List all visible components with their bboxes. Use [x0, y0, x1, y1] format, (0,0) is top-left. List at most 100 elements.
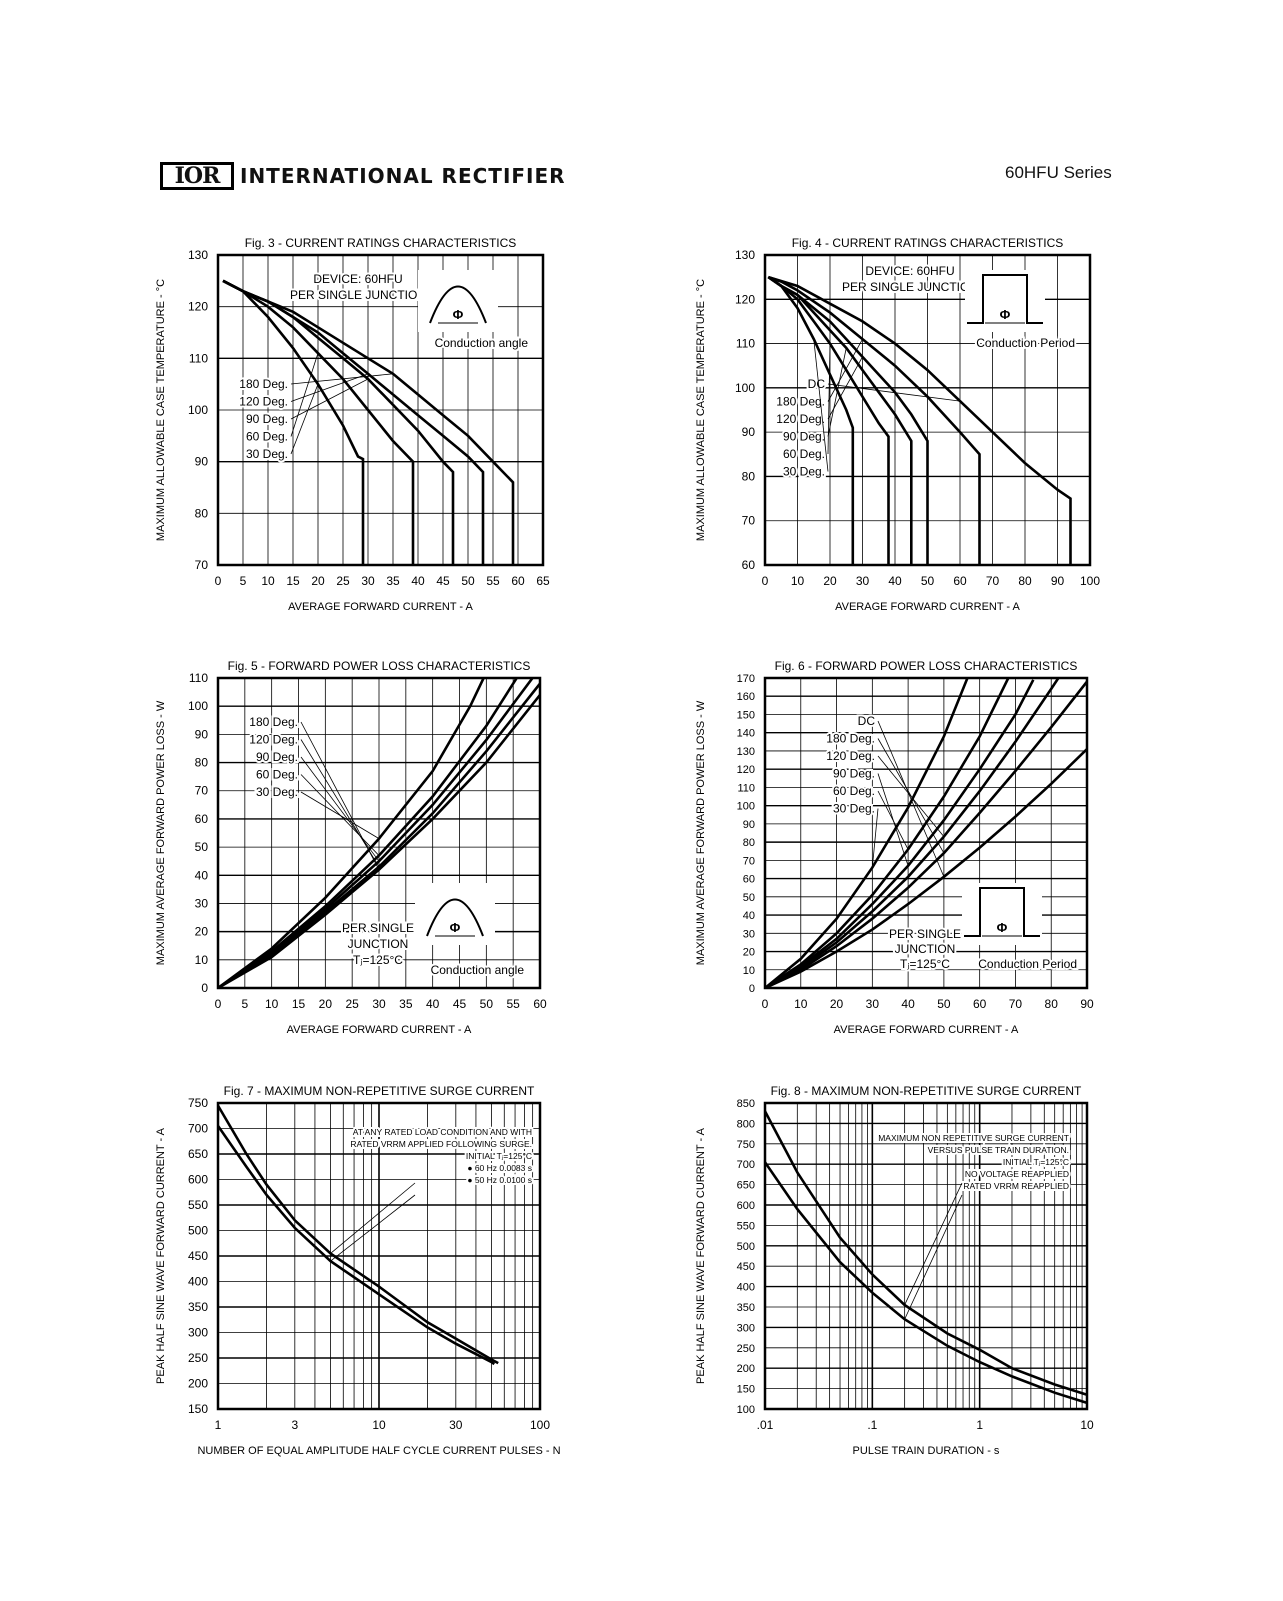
y-tick-label: 80: [743, 837, 755, 849]
chart-annotation: Tⱼ=125°C: [353, 953, 403, 967]
x-tick-label: 20: [311, 574, 325, 588]
x-tick-label: 40: [411, 574, 425, 588]
x-tick-label: 35: [386, 574, 400, 588]
y-tick-label: 0: [749, 983, 755, 995]
y-tick-label: 600: [737, 1200, 755, 1212]
x-tick-label: 40: [426, 997, 440, 1011]
y-tick-label: 800: [737, 1118, 755, 1130]
x-tick-label: 10: [791, 574, 805, 588]
legend-label: 120 Deg.: [776, 412, 825, 426]
chart-annotation: DEVICE: 60HFU: [313, 272, 402, 286]
x-axis-label: NUMBER OF EQUAL AMPLITUDE HALF CYCLE CUR…: [197, 1445, 560, 1457]
chart-fig3: 0 5 10 15 20 25 30 35 40 45 50 55 60 65 70 80 90 100 110 12…: [155, 236, 550, 613]
chart-annotation: ● 60 Hz 0.0083 s: [467, 1163, 532, 1173]
chart-title: Fig. 4 - CURRENT RATINGS CHARACTERISTICS: [792, 236, 1064, 250]
y-tick-label: 100: [737, 801, 755, 813]
series-group: [767, 275, 1072, 565]
chart-annotation: DEVICE: 60HFU: [865, 264, 954, 278]
x-tick-label: 100: [530, 1418, 550, 1432]
legend: DC 180 Deg. 120 Deg. 90 Deg. 60 Deg. 30 Deg.: [824, 712, 945, 877]
y-axis-label: PEAK HALF SINE WAVE FORWARD CURRENT - A: [155, 1127, 167, 1384]
legend-label: 60 Deg.: [256, 768, 298, 782]
y-tick-label: 90: [742, 425, 756, 439]
series-line: [767, 276, 890, 565]
y-tick-label: 10: [195, 953, 209, 967]
y-tick-label: 100: [188, 403, 208, 417]
x-tick-label: 55: [506, 997, 520, 1011]
chart-annotation: INITIAL Tⱼ=125°C: [1003, 1157, 1069, 1167]
y-axis-label: MAXIMUM ALLOWABLE CASE TEMPERATURE - °C: [695, 279, 707, 541]
x-tick-label: 70: [986, 574, 1000, 588]
legend-leader-line: [827, 383, 961, 402]
company-name: INTERNATIONAL RECTIFIER: [240, 164, 566, 188]
legend-label: 120 Deg.: [826, 749, 875, 763]
plot-frame: [763, 676, 1089, 990]
y-tick-label: 550: [188, 1198, 208, 1212]
legend-label: 180 Deg.: [826, 732, 875, 746]
x-axis-label: AVERAGE FORWARD CURRENT - A: [288, 601, 473, 613]
y-tick-label: 150: [188, 1402, 208, 1416]
y-tick-label: 250: [737, 1343, 755, 1355]
y-tick-label: 130: [737, 746, 755, 758]
y-tick-label: 750: [737, 1139, 755, 1151]
x-tick-label: 10: [261, 574, 275, 588]
chart-title: Fig. 7 - MAXIMUM NON-REPETITIVE SURGE CU…: [224, 1084, 535, 1098]
chart-title: Fig. 8 - MAXIMUM NON-REPETITIVE SURGE CU…: [771, 1084, 1082, 1098]
y-tick-label: 120: [737, 764, 755, 776]
y-tick-label: 160: [737, 691, 755, 703]
x-tick-label: 10: [265, 997, 279, 1011]
square-wave: [967, 274, 1043, 324]
phi-symbol: Φ: [453, 307, 464, 322]
x-tick-label: 80: [1018, 574, 1032, 588]
legend-leader-line: [290, 353, 319, 437]
y-tick-label: 200: [188, 1377, 208, 1391]
y-tick-label: 70: [742, 514, 756, 528]
chart-title: Fig. 6 - FORWARD POWER LOSS CHARACTERIST…: [775, 659, 1078, 673]
legend-label: 30 Deg.: [783, 465, 825, 479]
legend-label: 90 Deg.: [246, 412, 288, 426]
chart-fig4: 0 10 20 30 40 50 60 70 80 90 100 60 70 80 90 100 110 120 1…: [695, 236, 1100, 613]
series-group: [765, 1110, 1087, 1405]
series-line: [765, 748, 1087, 988]
chart-title: Fig. 5 - FORWARD POWER LOSS CHARACTERIST…: [228, 659, 531, 673]
chart-annotation: Conduction Period: [976, 336, 1075, 350]
y-tick-label: 20: [743, 947, 755, 959]
x-tick-label: .01: [757, 1418, 774, 1432]
chart-annotation: AT ANY RATED LOAD CONDITION AND WITH: [353, 1127, 532, 1137]
tick-labels: 1 3 10 30 100 150 200 250 300 350 400 450 500 550 600 6…: [188, 1096, 550, 1432]
tick-labels: .01 .1 1 10 100 150 200 250 300 350 400 450 500 550 60…: [737, 1098, 1094, 1432]
legend-leader-line: [300, 791, 380, 839]
x-tick-label: 0: [762, 997, 769, 1011]
phi-symbol: Φ: [997, 920, 1008, 935]
y-tick-label: 120: [188, 300, 208, 314]
x-tick-label: 25: [345, 997, 359, 1011]
legend: DC 180 Deg. 120 Deg. 90 Deg. 60 Deg. 30 Deg.: [774, 338, 961, 481]
y-tick-label: 250: [188, 1351, 208, 1365]
legend-label: DC: [808, 377, 826, 391]
plot-frame: [216, 253, 545, 567]
legend: [904, 1182, 963, 1320]
chart-annotation: JUNCTION: [895, 942, 956, 956]
x-tick-label: 3: [291, 1418, 298, 1432]
legend-leader-line: [877, 790, 909, 850]
y-axis-label: MAXIMUM AVERAGE FORWARD POWER LOSS - W: [155, 700, 167, 965]
chart-annotation: PER SINGLE JUNCTION: [842, 280, 978, 294]
y-tick-label: 60: [742, 558, 756, 572]
chart-annotation: Conduction Period: [978, 957, 1077, 971]
grid-lines: [217, 1102, 540, 1410]
y-tick-label: 50: [743, 892, 755, 904]
chart-annotation: PER SINGLE JUNCTION: [290, 288, 426, 302]
y-tick-label: 130: [735, 248, 755, 262]
chart-annotation: INITIAL Tⱼ=125°C: [466, 1151, 532, 1161]
y-tick-label: 500: [737, 1241, 755, 1253]
legend-label: 120 Deg.: [239, 395, 288, 409]
x-tick-label: 10: [1080, 1418, 1094, 1432]
waveform-icon: Φ: [965, 270, 1045, 332]
x-tick-label: 35: [399, 997, 413, 1011]
x-tick-label: 45: [453, 997, 467, 1011]
y-tick-label: 110: [189, 671, 208, 685]
chart-annotation: VERSUS PULSE TRAIN DURATION.: [928, 1145, 1069, 1155]
x-tick-label: 0: [762, 574, 769, 588]
x-tick-label: 60: [953, 574, 967, 588]
series-line: [765, 678, 1060, 988]
